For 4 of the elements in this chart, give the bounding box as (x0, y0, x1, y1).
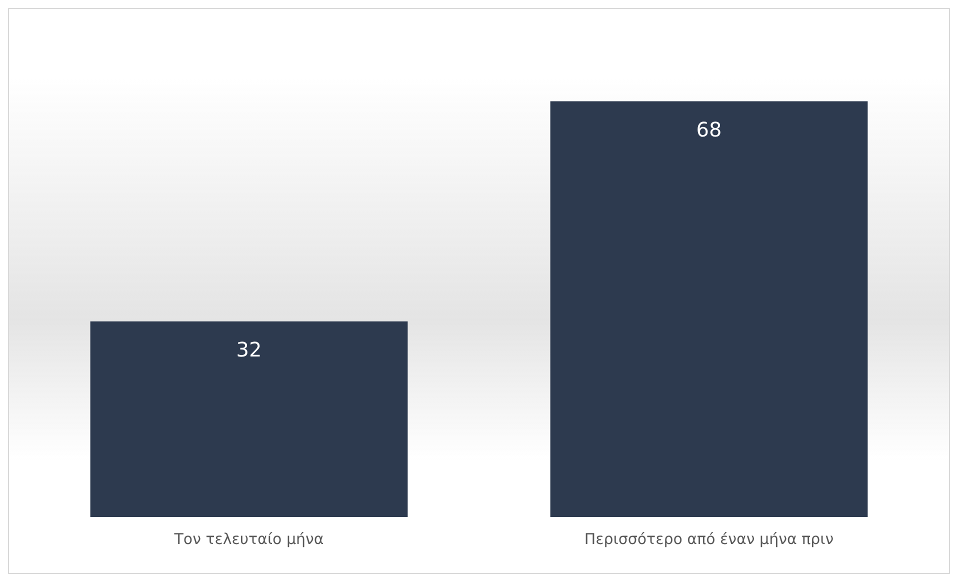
data-label: 32 (236, 338, 262, 362)
data-label: 68 (696, 117, 722, 142)
x-tick-label: Τον τελευταίο μήνα (173, 530, 324, 548)
x-tick-label: Περισσότερο από έναν μήνα πριν (584, 530, 834, 548)
